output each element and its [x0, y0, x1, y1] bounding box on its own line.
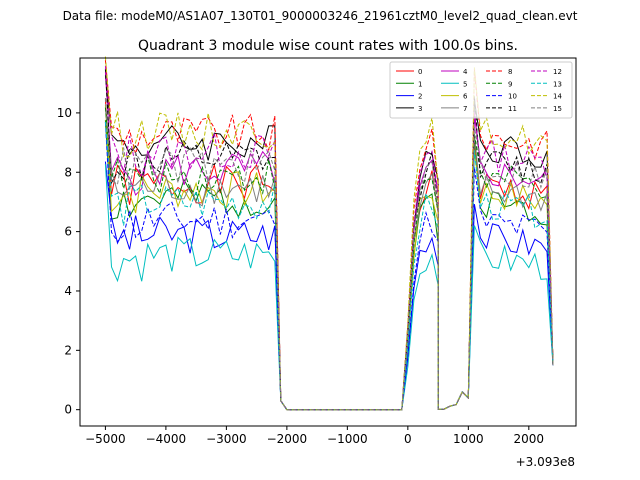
legend-label-10: 10: [508, 93, 517, 101]
legend-label-6: 6: [463, 93, 468, 101]
y-tick-label: 10: [57, 106, 72, 120]
x-tick-label: −1000: [327, 432, 368, 446]
legend-label-15: 15: [553, 105, 562, 113]
x-tick-label: −2000: [267, 432, 308, 446]
y-tick-label: 0: [64, 403, 72, 417]
series-line-9: [104, 107, 554, 411]
series-line-5: [104, 164, 554, 411]
x-axis: −5000 −4000 −3000 −2000 −1000 0 1000 2000: [85, 426, 544, 446]
y-tick-label: 2: [64, 343, 72, 357]
x-tick-label: −3000: [206, 432, 247, 446]
legend-box: [389, 61, 573, 119]
series-line-7: [104, 107, 554, 411]
legend-label-2: 2: [418, 93, 422, 101]
x-tick-label: −5000: [85, 432, 126, 446]
y-tick-label: 8: [64, 165, 72, 179]
legend-label-11: 11: [508, 105, 517, 113]
chart-suptitle: Data file: modeM0/AS1A07_130T01_90000032…: [63, 9, 578, 23]
legend-label-1: 1: [418, 80, 422, 88]
legend-label-0: 0: [418, 68, 422, 76]
axes-frame: [79, 57, 577, 427]
y-tick-label: 4: [64, 284, 72, 298]
x-offset-label: +3.093e8: [516, 455, 575, 469]
x-tick-label: 2000: [514, 432, 545, 446]
series-line-13: [104, 121, 554, 411]
legend-label-7: 7: [463, 105, 467, 113]
series-line-0: [104, 99, 554, 411]
legend-label-8: 8: [508, 68, 512, 76]
legend-label-5: 5: [463, 80, 467, 88]
x-tick-label: 0: [404, 432, 412, 446]
legend-label-13: 13: [553, 80, 562, 88]
legend-label-12: 12: [553, 68, 562, 76]
series-line-2: [104, 161, 554, 411]
x-tick-label: −4000: [146, 432, 187, 446]
series-line-3: [104, 75, 554, 411]
chart-title: Quadrant 3 module wise count rates with …: [138, 38, 518, 54]
legend-label-3: 3: [418, 105, 422, 113]
legend-label-14: 14: [553, 93, 562, 101]
legend-label-4: 4: [463, 68, 468, 76]
series-line-15: [104, 97, 554, 411]
legend-label-9: 9: [508, 80, 512, 88]
x-tick-label: 1000: [453, 432, 484, 446]
y-axis: 0 2 4 6 8 10: [57, 106, 80, 417]
y-tick-label: 6: [64, 225, 72, 239]
